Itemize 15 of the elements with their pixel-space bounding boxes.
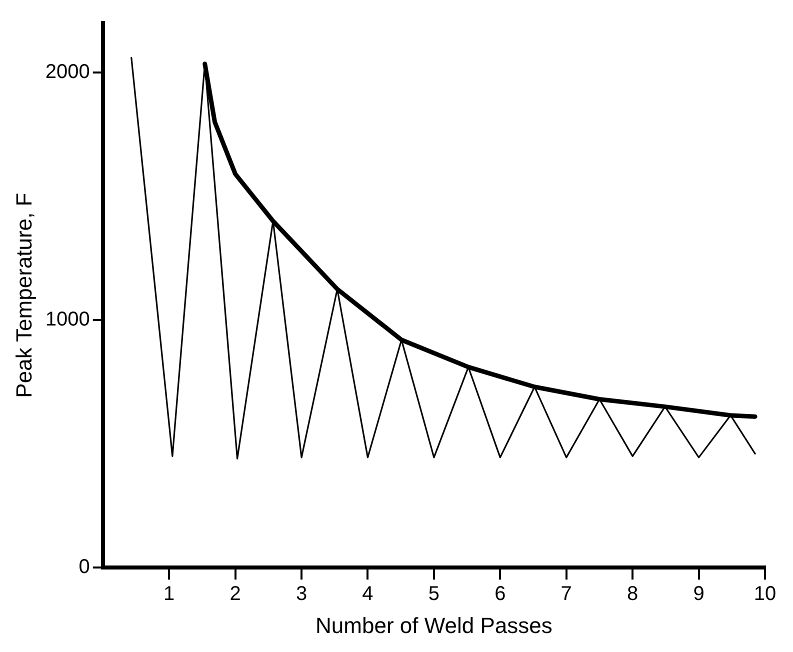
x-tick-label: 3 (296, 583, 308, 606)
x-tick-label: 9 (693, 583, 704, 606)
y-axis-title: Peak Temperature, F (11, 192, 36, 398)
x-tick-label: 8 (627, 583, 638, 606)
x-tick-label: 1 (164, 583, 175, 606)
x-axis-title: Number of Weld Passes (316, 612, 552, 638)
x-tick-label: 4 (362, 583, 374, 606)
x-tick-label: 2 (230, 583, 241, 606)
x-tick-label: 7 (560, 583, 572, 606)
y-tick-label: 1000 (45, 308, 90, 331)
x-tick-label: 10 (754, 583, 776, 606)
x-tick-label: 5 (428, 583, 440, 606)
x-tick-label: 6 (494, 583, 506, 606)
y-tick-label: 0 (78, 556, 90, 578)
y-tick-label: 2000 (45, 61, 90, 84)
